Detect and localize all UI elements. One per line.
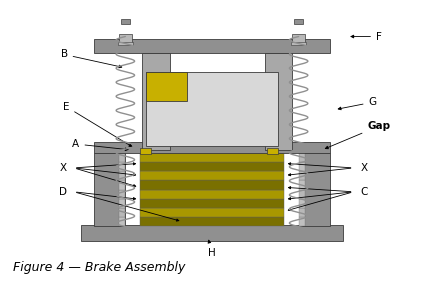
Bar [140, 199, 284, 208]
Bar [291, 42, 306, 46]
Text: H: H [208, 240, 216, 258]
Bar [118, 42, 133, 46]
Bar [140, 162, 284, 171]
Text: C: C [360, 187, 368, 197]
Bar [298, 199, 305, 208]
Bar [298, 217, 305, 226]
Bar [121, 19, 130, 24]
Bar [298, 153, 330, 226]
Bar [140, 148, 151, 154]
Bar [142, 53, 170, 150]
Text: G: G [338, 97, 377, 110]
Bar [298, 190, 305, 199]
Bar [119, 190, 126, 199]
Bar [81, 225, 343, 241]
Text: X: X [60, 163, 67, 173]
Bar [140, 180, 284, 190]
Bar [94, 39, 330, 53]
Bar [94, 153, 126, 226]
Text: Figure 4 — Brake Assembly: Figure 4 — Brake Assembly [14, 261, 186, 274]
Bar [119, 199, 126, 208]
Bar [147, 72, 277, 146]
Bar [140, 190, 284, 199]
Bar [119, 153, 126, 162]
Bar [140, 171, 284, 180]
Text: Gap: Gap [325, 121, 391, 149]
Bar [119, 162, 126, 171]
Bar [292, 34, 305, 43]
Bar [140, 217, 284, 226]
Text: F: F [351, 32, 382, 41]
Text: B: B [61, 50, 122, 68]
Bar [119, 34, 132, 43]
Bar [294, 19, 303, 24]
Text: A: A [73, 139, 128, 151]
Bar [298, 171, 305, 180]
Bar [265, 53, 292, 150]
Text: X: X [360, 163, 368, 173]
Bar [119, 171, 126, 180]
Bar [140, 208, 284, 217]
Bar [94, 142, 330, 153]
Bar [267, 148, 277, 154]
Bar [298, 180, 305, 190]
Bar [298, 208, 305, 217]
Bar [119, 208, 126, 217]
Bar [298, 162, 305, 171]
Bar [298, 153, 305, 162]
Bar [119, 180, 126, 190]
Bar [147, 72, 187, 101]
Text: E: E [63, 102, 132, 147]
Text: D: D [59, 187, 67, 197]
Bar [119, 217, 126, 226]
Bar [140, 153, 284, 162]
